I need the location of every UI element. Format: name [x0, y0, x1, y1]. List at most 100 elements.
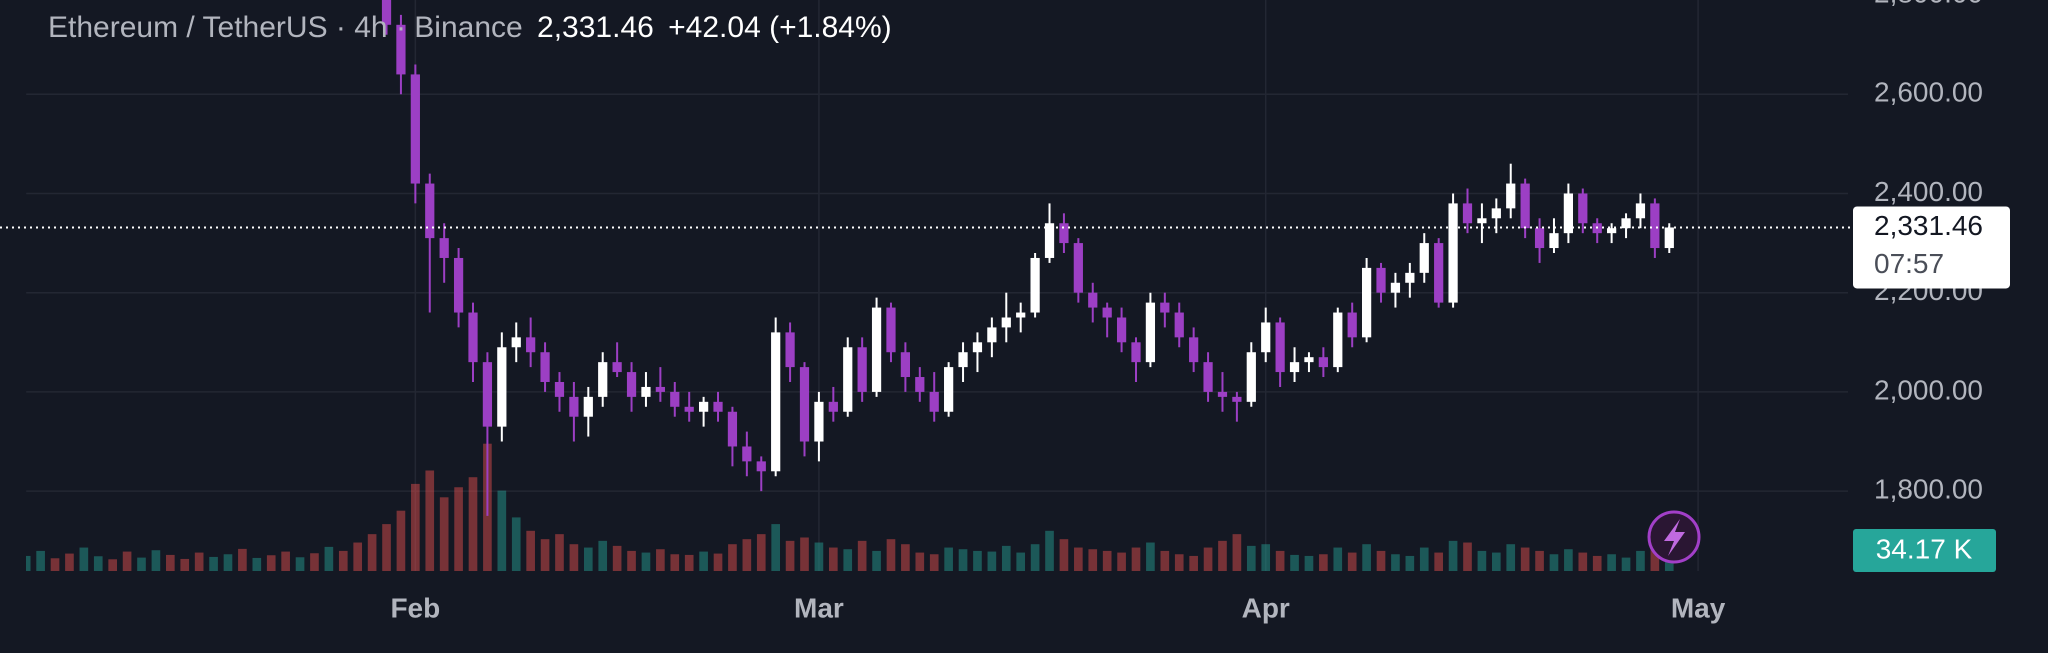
candle-body	[814, 401, 824, 442]
candle-body	[1318, 357, 1328, 368]
volume-bar	[1578, 552, 1588, 571]
volume-bar	[829, 547, 838, 571]
y-tick-label: 2,600.00	[1874, 77, 1983, 108]
candle-body	[381, 0, 392, 25]
volume-bar	[1664, 559, 1674, 571]
candle-body	[482, 362, 493, 427]
candle-body	[1275, 322, 1285, 373]
candle-body	[598, 362, 608, 397]
candle-body	[799, 367, 810, 442]
volume-bar	[1290, 554, 1299, 571]
volume-bar	[857, 540, 867, 571]
candle-body	[1289, 362, 1300, 373]
volume-bar	[1564, 549, 1573, 571]
candle-body	[1347, 312, 1357, 338]
candle-body	[1506, 183, 1516, 209]
candle-body	[1160, 302, 1170, 313]
volume-bar	[194, 552, 204, 571]
volume-box	[1853, 529, 1996, 572]
volume-bar	[411, 483, 420, 571]
candle-body	[1419, 243, 1429, 273]
volume-bar	[1174, 554, 1184, 571]
y-tick-label: 2,400.00	[1874, 176, 1983, 207]
volume-bar	[223, 554, 233, 571]
volume-bar	[122, 551, 132, 571]
volume-bar	[800, 537, 809, 571]
volume-bar	[1477, 550, 1487, 571]
volume-bar	[713, 553, 723, 571]
candle-body	[1635, 203, 1646, 219]
candle-body	[1376, 267, 1386, 293]
volume-bar	[1592, 555, 1602, 571]
volume-bar	[1448, 540, 1458, 571]
volume-bar	[1347, 552, 1357, 571]
candle-body	[554, 381, 565, 397]
volume-bar	[137, 557, 146, 571]
y-tick-label: 2,000.00	[1874, 374, 1983, 405]
realtime-icon[interactable]	[1647, 510, 1701, 564]
volume-bar	[555, 534, 564, 571]
volume-bar	[1146, 542, 1155, 571]
volume-bar	[367, 534, 377, 571]
x-tick-label: Apr	[1242, 592, 1290, 623]
volume-bar	[987, 551, 997, 571]
candle-body	[915, 377, 925, 392]
volume-bar	[627, 550, 636, 571]
volume-bar	[872, 550, 881, 571]
volume-bar	[728, 544, 737, 571]
volume-bar	[382, 524, 391, 571]
candle-body	[1001, 317, 1011, 328]
candle-body	[670, 391, 680, 407]
candle-body	[1405, 272, 1415, 283]
candle-body	[771, 332, 781, 472]
candle-body	[612, 362, 622, 373]
candle-body	[1578, 193, 1588, 224]
candle-body	[929, 391, 939, 412]
volume-bar	[1246, 545, 1256, 571]
header: Ethereum / TetherUS · 4h · Binance 2,331…	[48, 11, 892, 44]
candle-body	[1261, 322, 1271, 353]
volume-bar	[886, 539, 896, 571]
volume-bar	[180, 558, 190, 571]
x-tick-label: May	[1671, 592, 1726, 623]
candle-body	[727, 411, 738, 447]
candle-body	[828, 401, 838, 412]
candle-body	[713, 401, 723, 412]
volume-bar	[1535, 550, 1544, 571]
volume-bar	[1319, 554, 1328, 571]
candle-body	[972, 342, 983, 353]
volume-bar	[612, 545, 622, 571]
volume-bar	[771, 524, 780, 571]
volume-bar	[1275, 550, 1285, 571]
volume-bar	[1203, 547, 1213, 571]
volume-bar	[1218, 540, 1227, 571]
candle-body	[626, 372, 637, 397]
volume-bar	[1117, 552, 1126, 571]
volume-bar	[454, 487, 463, 571]
axes: 1,800.002,000.002,200.002,400.002,600.00…	[390, 0, 1983, 623]
candle-body	[1030, 257, 1040, 313]
volume-bar	[65, 553, 74, 571]
candle-body	[1246, 352, 1256, 402]
volume-bar	[583, 547, 593, 571]
volume-bar	[641, 552, 651, 571]
volume-bar	[1434, 552, 1443, 571]
x-tick-label: Mar	[794, 592, 844, 623]
volume-bar	[1160, 550, 1170, 571]
candle-body	[468, 312, 478, 363]
volume-bar	[238, 548, 247, 571]
volume-bar	[353, 542, 363, 571]
candle-body	[1448, 203, 1458, 303]
candle-body	[987, 327, 997, 343]
candle-body	[871, 307, 882, 392]
candle-body	[944, 367, 954, 412]
volume-bar	[1650, 547, 1660, 571]
volume-bar	[36, 550, 45, 571]
candle-body	[785, 332, 795, 368]
candle-body	[843, 347, 853, 412]
candle-body	[1361, 267, 1372, 338]
volume-bar	[108, 559, 118, 571]
candle-body	[684, 406, 694, 412]
